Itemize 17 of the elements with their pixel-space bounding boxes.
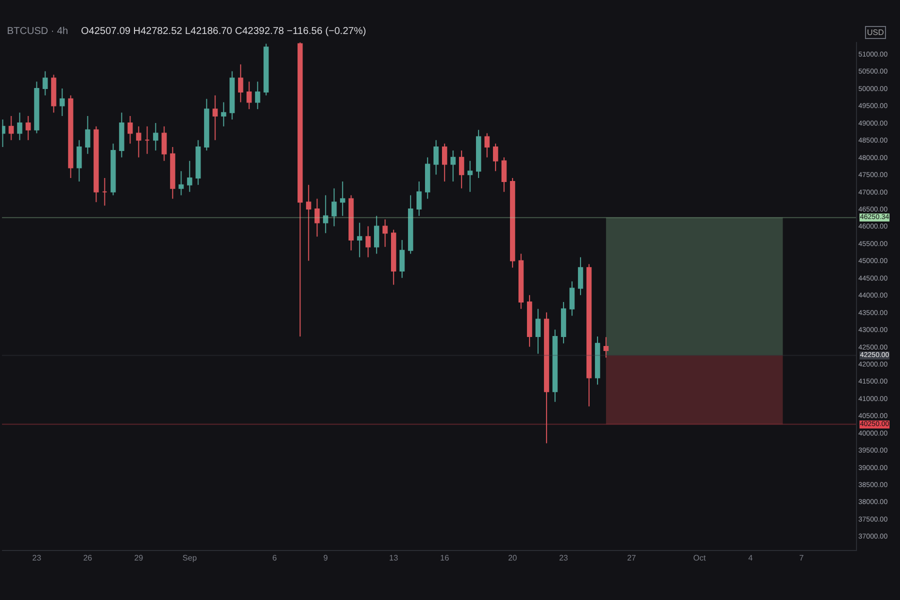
- x-tick-label: Sep: [182, 554, 198, 563]
- x-tick-label: 23: [32, 554, 42, 563]
- text: USD: [867, 28, 884, 37]
- x-tick-label: Oct: [693, 554, 706, 563]
- x-tick-label: 7: [799, 554, 804, 563]
- x-tick-label: 16: [440, 554, 450, 563]
- x-tick-label: 27: [627, 554, 637, 563]
- x-tick-label: 6: [272, 554, 278, 563]
- x-tick-label: 9: [323, 554, 328, 563]
- chart-subtitle: O42507.09 H42782.52 L42186.70 C42392.78 −116.56 (−0.27%): [81, 26, 366, 37]
- x-tick-label: 20: [508, 554, 518, 563]
- chart-title: BTCUSD · 4h: [7, 26, 68, 37]
- x-tick-label: 13: [389, 554, 399, 563]
- x-tick-label: 23: [559, 554, 569, 563]
- x-tick-label: 4: [748, 554, 754, 563]
- x-tick-label: 29: [134, 554, 144, 563]
- x-tick-label: 26: [83, 554, 93, 563]
